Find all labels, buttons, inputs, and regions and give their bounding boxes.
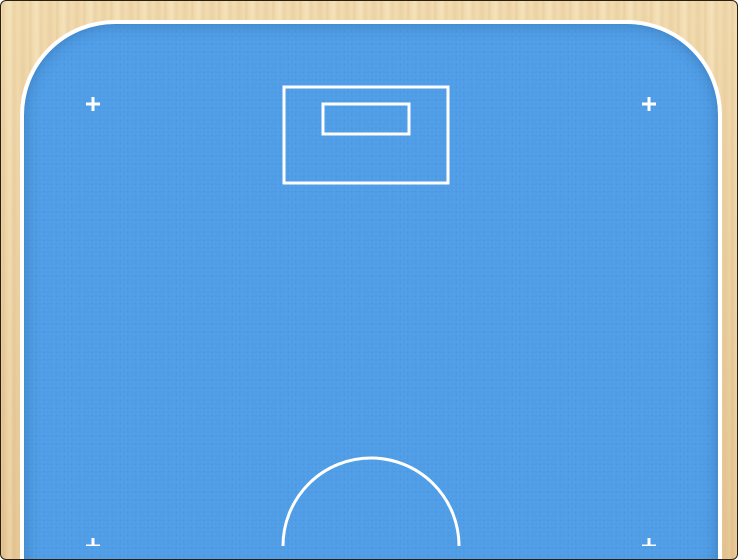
court-markings xyxy=(86,85,656,546)
corner-mark-top-left xyxy=(86,97,100,111)
court-surface xyxy=(20,20,722,559)
goal-box xyxy=(321,102,411,136)
plus-icon xyxy=(642,97,656,111)
goal-area xyxy=(282,85,450,185)
corner-mark-top-right xyxy=(642,97,656,111)
plus-icon xyxy=(86,97,100,111)
center-circle xyxy=(281,456,461,546)
